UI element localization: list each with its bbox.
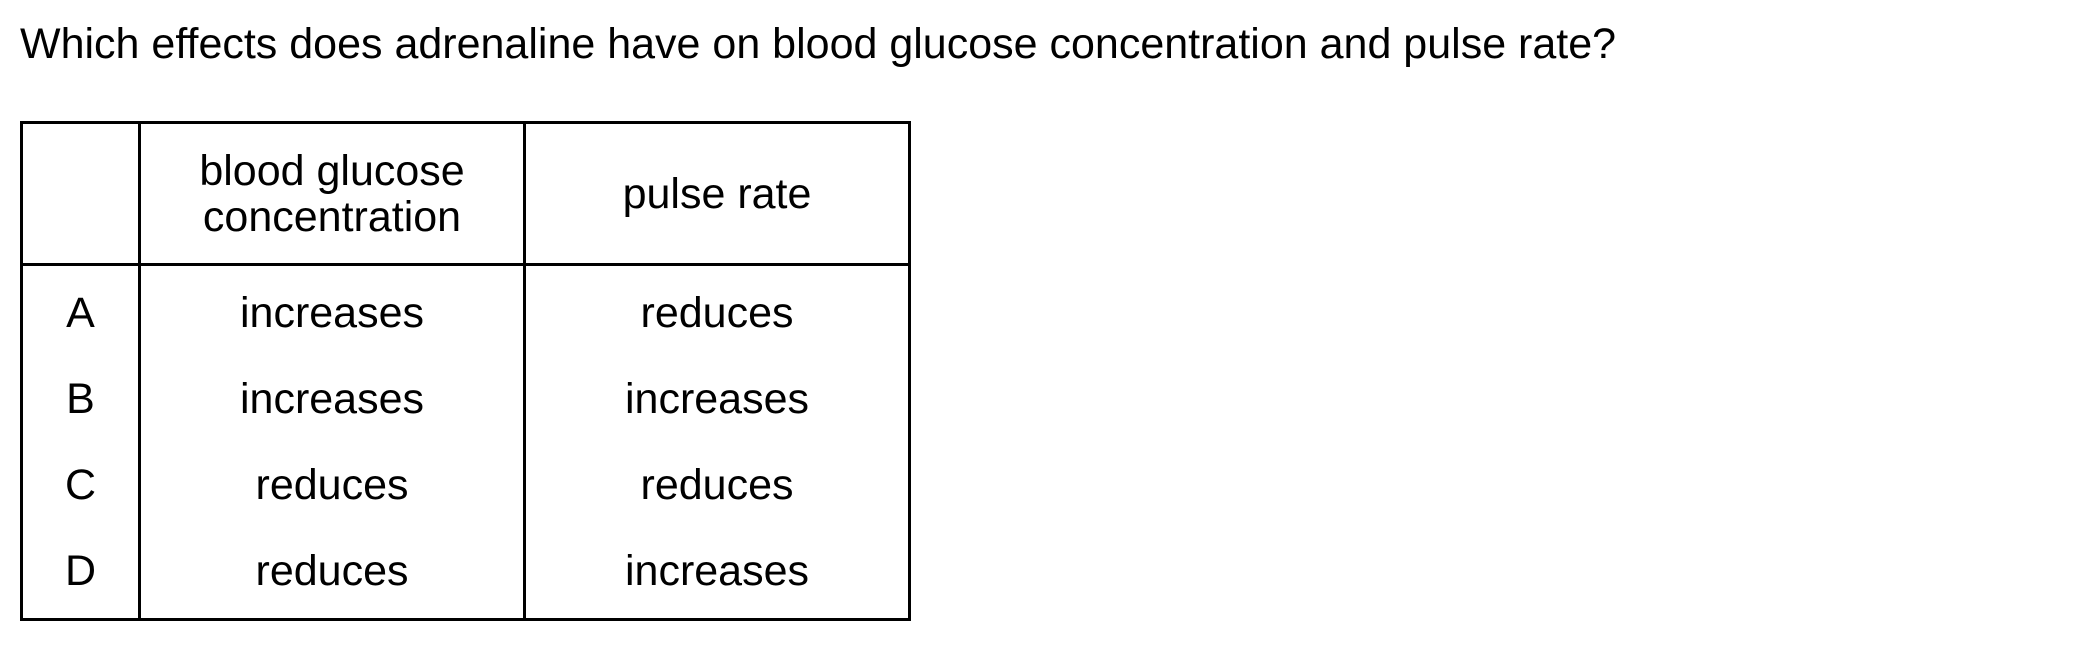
table-header-row: blood glucose concentration pulse rate	[20, 122, 911, 266]
question-text: Which effects does adrenaline have on bl…	[20, 20, 1617, 68]
header-blood-glucose-concentration: blood glucose concentration	[138, 122, 526, 266]
glucose-effect: increases	[138, 264, 526, 356]
glucose-effect: reduces	[138, 442, 526, 528]
option-letter: B	[20, 356, 141, 442]
pulse-effect: increases	[523, 356, 911, 442]
glucose-effect: reduces	[138, 528, 526, 620]
table-row[interactable]: A increases reduces	[20, 264, 911, 356]
pulse-effect: increases	[523, 528, 911, 620]
table-row[interactable]: C reduces reduces	[20, 442, 911, 528]
table-row[interactable]: B increases increases	[20, 356, 911, 442]
pulse-effect: reduces	[523, 264, 911, 356]
answer-options-table: blood glucose concentration pulse rate A…	[20, 121, 911, 621]
option-letter: A	[20, 264, 141, 356]
pulse-effect: reduces	[523, 442, 911, 528]
header-glucose-line2: concentration	[202, 192, 462, 241]
header-pulse-rate: pulse rate	[523, 122, 911, 266]
option-letter: C	[20, 442, 141, 528]
header-letter-cell	[20, 122, 141, 266]
header-glucose-line1: blood glucose	[199, 146, 465, 195]
table-row[interactable]: D reduces increases	[20, 528, 911, 620]
glucose-effect: increases	[138, 356, 526, 442]
option-letter: D	[20, 528, 141, 620]
